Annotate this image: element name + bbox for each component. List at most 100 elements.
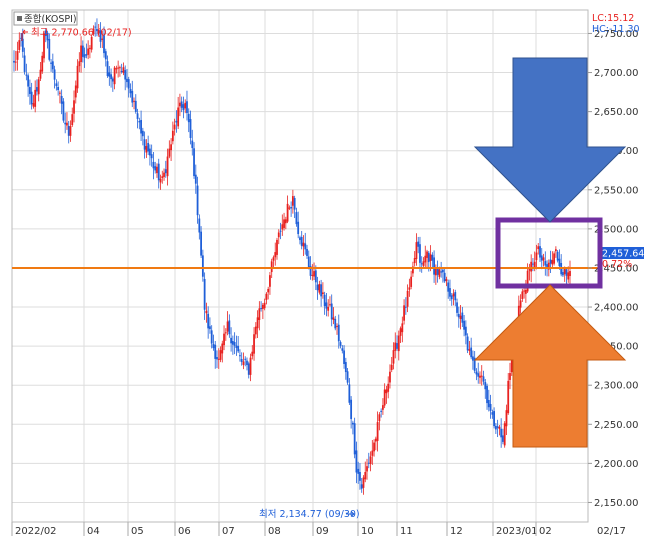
candle-body [380,410,383,412]
candle-body [85,54,88,56]
candle-body [399,328,402,336]
candle-body [276,239,278,255]
legend-lc: LC:15.12 [592,13,634,24]
candle-body [207,313,210,329]
y-tick-label: 2,250.00 [594,420,639,431]
candle-body [540,255,543,261]
candle-body [392,350,395,364]
candle-body [524,290,527,294]
candle-body [249,357,252,375]
candle-body [359,471,361,481]
candle-body [92,28,95,35]
candle-body [14,61,17,63]
candle-body [115,68,118,70]
candle-body [325,302,328,309]
candle-body [134,100,137,112]
candle-body [554,249,557,252]
candle-body [126,78,128,83]
candle-body [136,113,139,119]
candle-body [230,337,233,344]
x-tick-label: 02/17 [597,526,626,537]
candle-body [426,251,428,258]
candle-body [187,113,190,123]
candle-body [88,47,91,49]
candle-body [30,91,33,105]
candle-body [306,248,308,256]
candle-body [124,70,127,80]
candle-body [258,308,261,320]
candle-body [295,212,298,225]
candle-body [362,477,365,488]
candle-body [360,484,363,489]
candle-body [41,55,44,72]
candle-body [374,438,377,442]
candle-body [216,357,218,360]
candle-body [297,221,300,235]
candle-body [237,345,240,352]
candle-body [434,267,437,276]
candle-body [535,252,538,261]
candle-body [302,242,305,247]
candle-body [193,148,195,177]
candle-body [235,345,238,348]
chart-title: 종합(KOSPI) [24,14,77,25]
y-tick-label: 2,300.00 [594,381,639,392]
candle-body [51,61,54,70]
candle-body [547,262,550,270]
candle-body [387,383,390,392]
candle-body [487,399,490,408]
candle-body [145,146,148,153]
candle-body [415,242,418,259]
x-tick-label: 06 [178,526,191,537]
candle-body [558,258,561,267]
candle-body [329,304,331,306]
candle-body [323,294,326,307]
x-tick-label: 2022/02 [15,526,57,537]
candle-body [163,172,165,177]
x-tick-label: 02 [539,526,552,537]
candle-body [378,414,381,422]
candle-body [120,70,123,72]
candle-body [244,358,247,360]
candle-body [103,35,105,54]
candle-body [267,288,270,293]
candle-body [219,350,222,360]
candle-body [18,40,21,50]
candle-body [154,166,157,171]
candle-body [464,326,467,336]
y-tick-label: 2,450.00 [594,263,639,274]
candle-body [13,60,15,63]
candle-body [242,361,245,365]
candle-body [389,371,391,383]
candle-body [348,384,351,403]
candle-body [66,122,68,126]
candle-body [466,336,469,351]
candle-body [479,375,481,378]
candle-body [140,119,142,134]
y-tick-label: 2,400.00 [594,303,639,314]
candle-body [406,290,409,307]
current-value-label: 2,457.64 [602,249,644,260]
candle-body [401,323,404,333]
candle-body [25,74,28,76]
candle-body [288,207,291,209]
candle-body [53,69,56,80]
candle-body [431,254,434,261]
low-annotation: 최저 2,134.77 (09/30) [259,509,360,520]
candle-body [198,218,201,233]
candle-body [496,426,499,428]
candle-body [307,256,310,268]
candle-body [422,261,425,266]
candle-body [189,119,192,138]
candle-body [67,125,70,136]
candle-body [503,423,506,446]
candle-body [62,101,65,121]
candle-body [170,144,172,151]
candle-body [293,198,296,210]
candle-body [521,291,524,300]
candle-body [253,334,255,354]
candle-body [113,67,116,85]
candle-body [339,342,342,346]
y-tick-label: 2,350.00 [594,342,639,353]
candle-body [147,142,150,152]
